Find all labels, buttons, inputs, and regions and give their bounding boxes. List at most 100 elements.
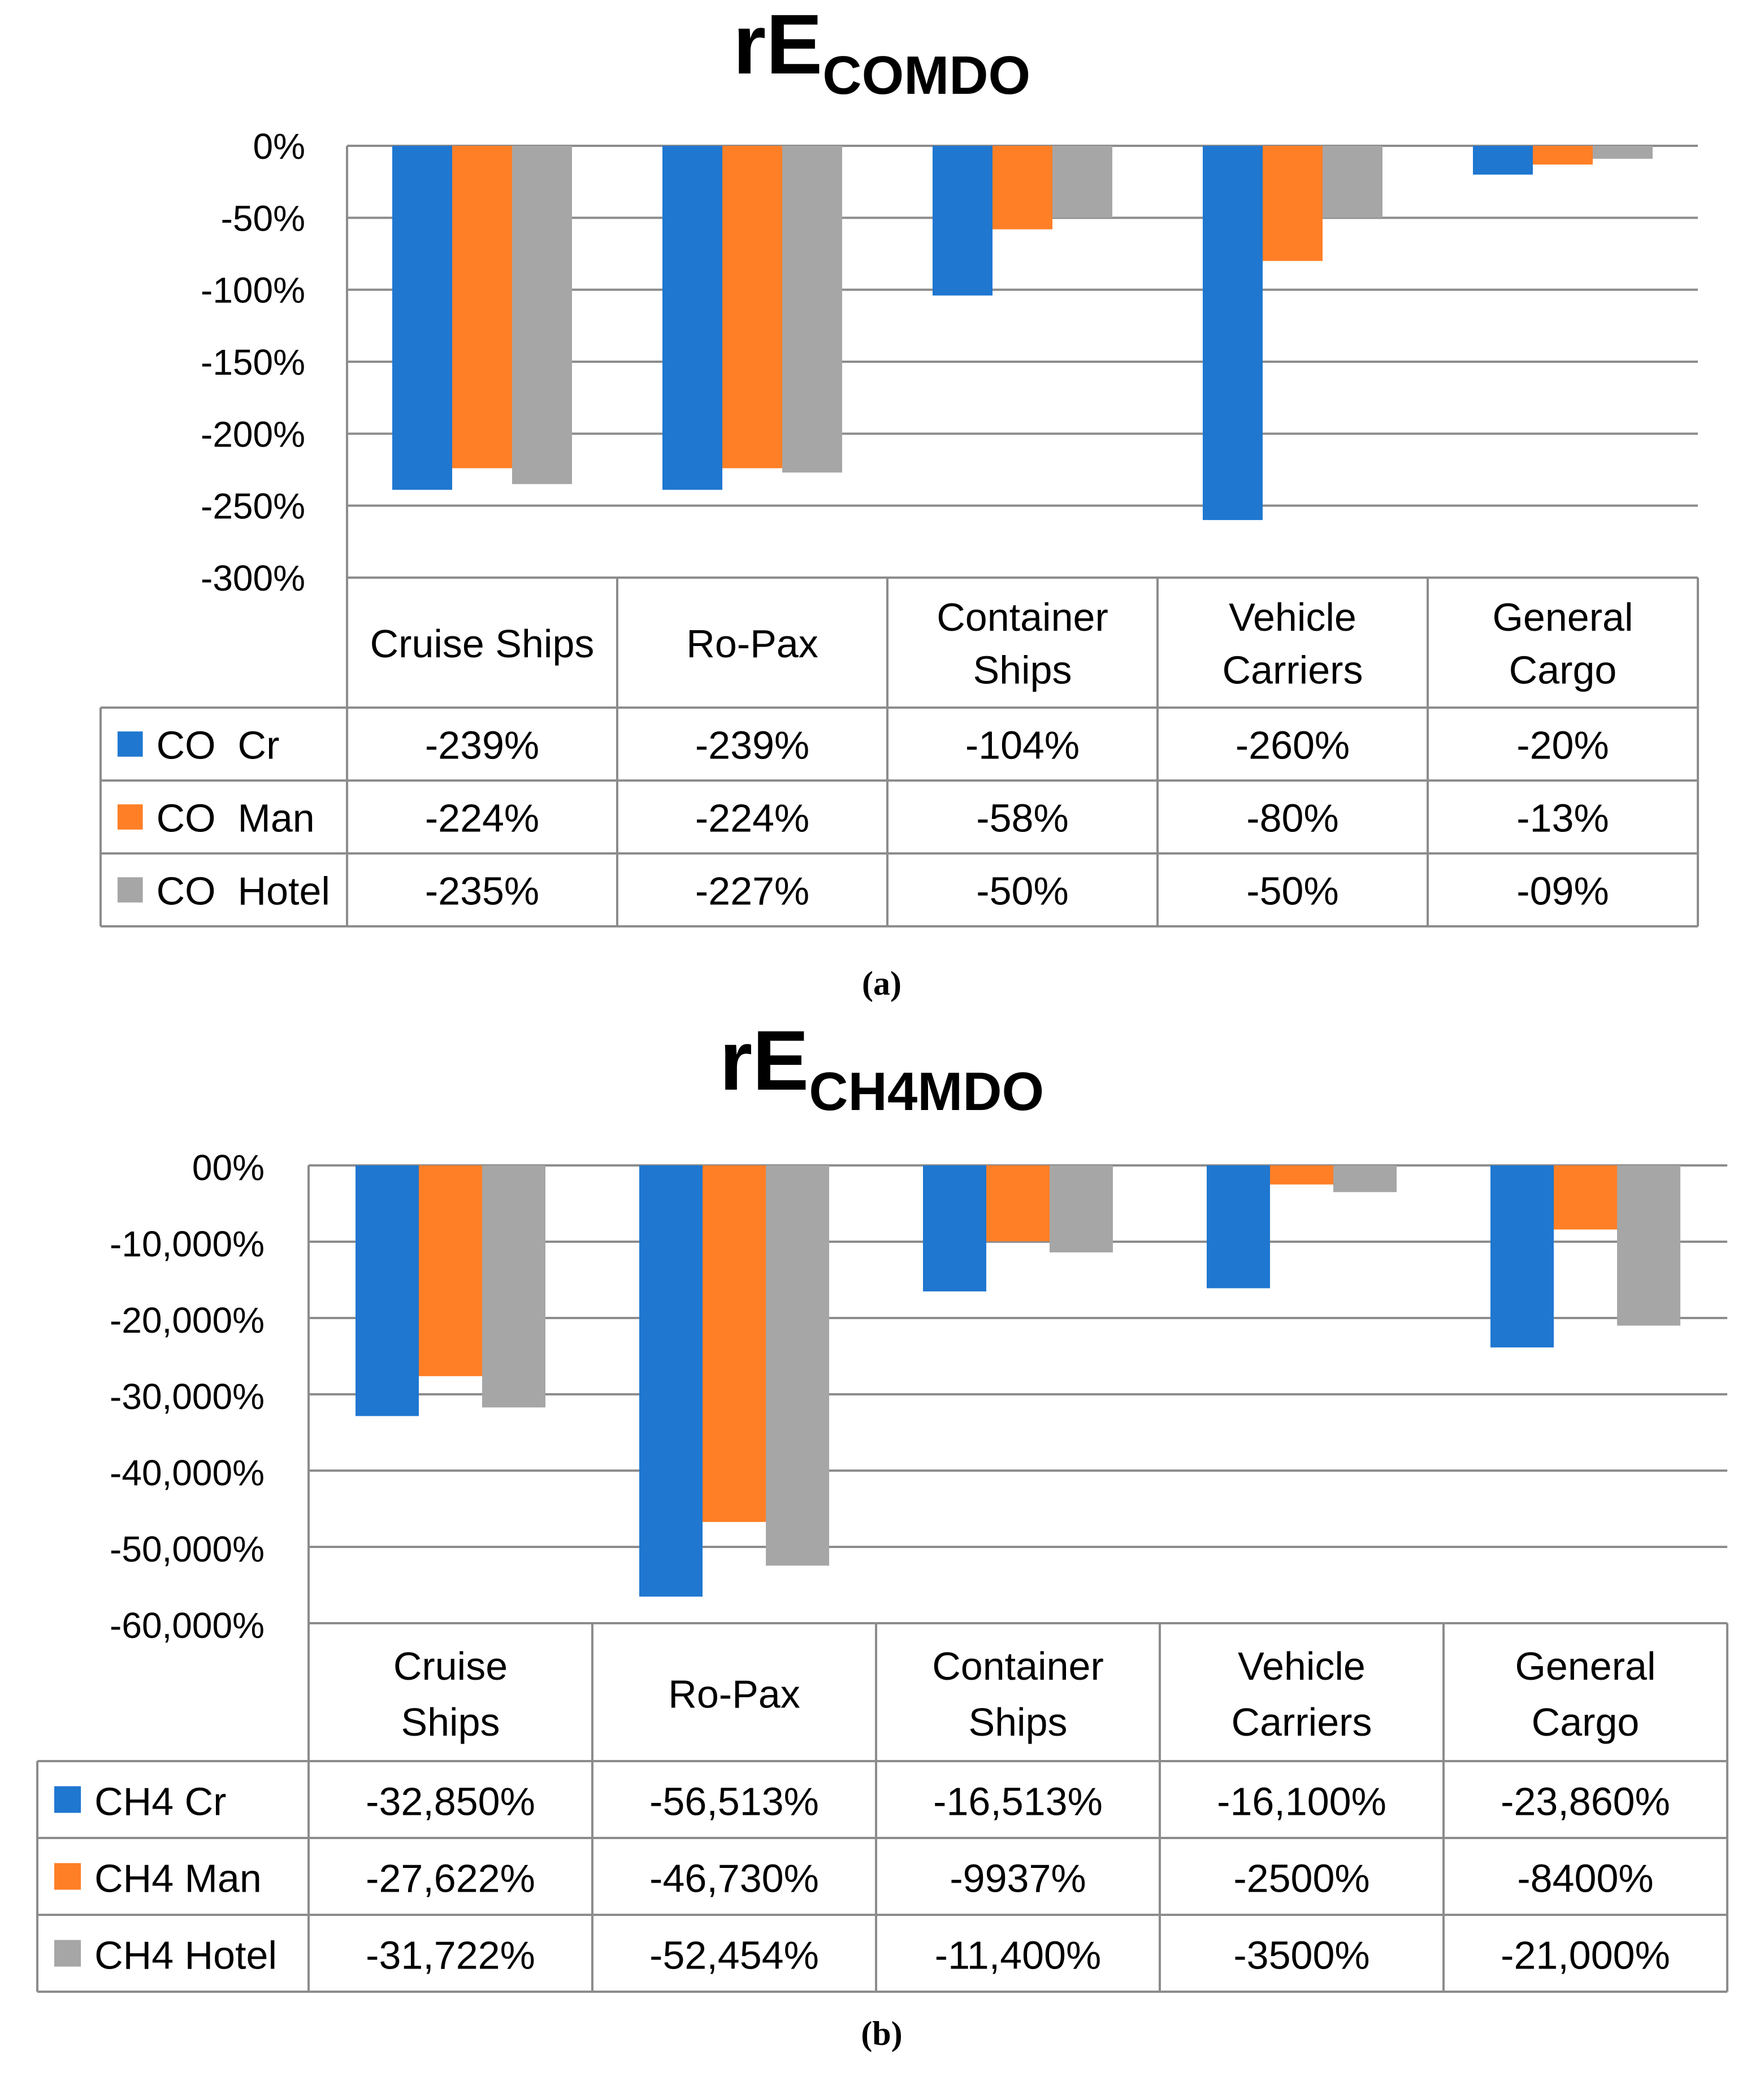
category-label: Ro-Pax xyxy=(668,1672,800,1716)
data-table-value: -3500% xyxy=(1233,1933,1369,1977)
y-tick-label: -150% xyxy=(201,342,305,383)
bar-ch4-cr xyxy=(1490,1165,1554,1348)
chart-title: rECH4MDO xyxy=(720,1013,1044,1122)
bar-co-hotel xyxy=(1323,146,1382,218)
bar-co-hotel xyxy=(782,146,842,473)
category-label: General xyxy=(1492,595,1633,639)
y-tick-label: -200% xyxy=(201,414,305,454)
category-label: Ships xyxy=(968,1700,1067,1744)
data-table-value: -50% xyxy=(1246,869,1338,913)
bar-co-man xyxy=(722,146,782,469)
data-table-value: -8400% xyxy=(1517,1856,1653,1900)
legend-swatch xyxy=(118,731,143,757)
y-tick-label: -50% xyxy=(221,198,305,239)
legend-label: CH4 Man xyxy=(94,1856,262,1900)
bar-co-man xyxy=(1263,146,1323,261)
chart-title-main: rE xyxy=(733,0,822,92)
bar-co-man xyxy=(1533,146,1593,165)
category-label: Cruise Ships xyxy=(370,622,595,666)
chart-title: rECOMDO xyxy=(733,0,1030,106)
bar-co-hotel xyxy=(1052,146,1112,218)
y-tick-label: -40,000% xyxy=(110,1453,265,1493)
y-tick-label: -50,000% xyxy=(110,1529,265,1570)
legend-label: CH4 Hotel xyxy=(94,1933,277,1977)
legend-swatch xyxy=(54,1940,81,1967)
bar-ch4-man xyxy=(1554,1165,1617,1230)
data-table-value: -32,850% xyxy=(366,1779,535,1823)
bar-ch4-cr xyxy=(356,1165,419,1416)
bar-ch4-man xyxy=(419,1165,482,1376)
bar-co-man xyxy=(992,146,1052,229)
y-tick-label: -300% xyxy=(201,558,305,599)
data-table-value: -16,100% xyxy=(1217,1779,1386,1823)
data-table-value: -16,513% xyxy=(933,1779,1103,1823)
category-label: Container xyxy=(937,595,1108,639)
data-table-value: -224% xyxy=(425,796,539,840)
data-table-value: -21,000% xyxy=(1501,1933,1670,1977)
category-label: Vehicle xyxy=(1238,1644,1366,1688)
y-tick-label: -60,000% xyxy=(110,1605,265,1646)
category-label: Carriers xyxy=(1232,1700,1372,1744)
category-label: Container xyxy=(932,1644,1104,1688)
data-table-value: -31,722% xyxy=(366,1933,535,1977)
category-label: Vehicle xyxy=(1229,595,1356,639)
y-tick-label: -30,000% xyxy=(110,1376,265,1417)
data-table-value: -20% xyxy=(1516,723,1609,767)
y-tick-label: 00% xyxy=(192,1147,265,1188)
bar-ch4-hotel xyxy=(1617,1165,1680,1326)
category-label: Cargo xyxy=(1509,648,1617,692)
chart-0: rECOMDO 0% -50% -100% -150% -200% -250% -300% Cr… xyxy=(99,0,1699,1002)
bar-ch4-man xyxy=(703,1165,766,1522)
data-table-value: -13% xyxy=(1516,796,1609,840)
data-table-value: -2500% xyxy=(1233,1856,1369,1900)
data-table-value: -104% xyxy=(965,723,1080,767)
category-label: Ships xyxy=(973,648,1072,692)
data-table-value: -227% xyxy=(695,869,809,913)
legend-label: CO Cr xyxy=(157,723,280,767)
y-tick-label: -20,000% xyxy=(110,1300,265,1341)
category-label: Cargo xyxy=(1532,1700,1640,1744)
bar-co-cr xyxy=(1203,146,1263,521)
bar-co-cr xyxy=(392,146,452,490)
data-table-value: -27,622% xyxy=(366,1856,535,1900)
data-table-value: -80% xyxy=(1246,796,1338,840)
legend-swatch xyxy=(118,877,143,903)
figure-caption: (a) xyxy=(862,965,901,1002)
bar-ch4-cr xyxy=(639,1165,703,1597)
bar-co-hotel xyxy=(512,146,572,484)
data-table-value: -50% xyxy=(976,869,1068,913)
data-table-value: -11,400% xyxy=(935,1933,1101,1977)
data-table-value: -224% xyxy=(695,796,809,840)
chart-title-main: rE xyxy=(720,1013,809,1108)
bar-ch4-man xyxy=(986,1165,1050,1242)
data-table-value: -58% xyxy=(976,796,1068,840)
figure-caption: (b) xyxy=(861,2015,902,2052)
data-table-value: -9937% xyxy=(950,1856,1086,1900)
category-label: General xyxy=(1515,1644,1655,1688)
category-label: Ro-Pax xyxy=(686,622,818,666)
data-table-value: -235% xyxy=(425,869,539,913)
data-table-value: -260% xyxy=(1236,723,1350,767)
bar-co-cr xyxy=(933,146,992,296)
bar-ch4-cr xyxy=(923,1165,986,1291)
legend-label: CO Hotel xyxy=(157,869,330,913)
bar-ch4-man xyxy=(1270,1165,1333,1185)
legend-label: CH4 Cr xyxy=(94,1779,226,1823)
data-table-value: -239% xyxy=(695,723,809,767)
category-label: Cruise xyxy=(393,1644,508,1688)
chart-title-subscript: CH4MDO xyxy=(809,1061,1044,1122)
chart-title-subscript: COMDO xyxy=(822,45,1030,106)
legend-label: CO Man xyxy=(157,796,315,840)
bar-co-cr xyxy=(1473,146,1533,175)
data-table-value: -56,513% xyxy=(649,1779,819,1823)
legend-swatch xyxy=(118,804,143,830)
category-label: Carriers xyxy=(1223,648,1363,692)
category-label: Ships xyxy=(401,1700,500,1744)
bar-co-hotel xyxy=(1593,146,1653,159)
legend-swatch xyxy=(54,1863,81,1890)
chart-1: rECH4MDO 00% -10,000% -20,000% -30,000% -40,0… xyxy=(36,1013,1728,2052)
bar-co-cr xyxy=(662,146,722,490)
y-tick-label: -10,000% xyxy=(110,1224,265,1264)
legend-swatch xyxy=(54,1786,81,1813)
